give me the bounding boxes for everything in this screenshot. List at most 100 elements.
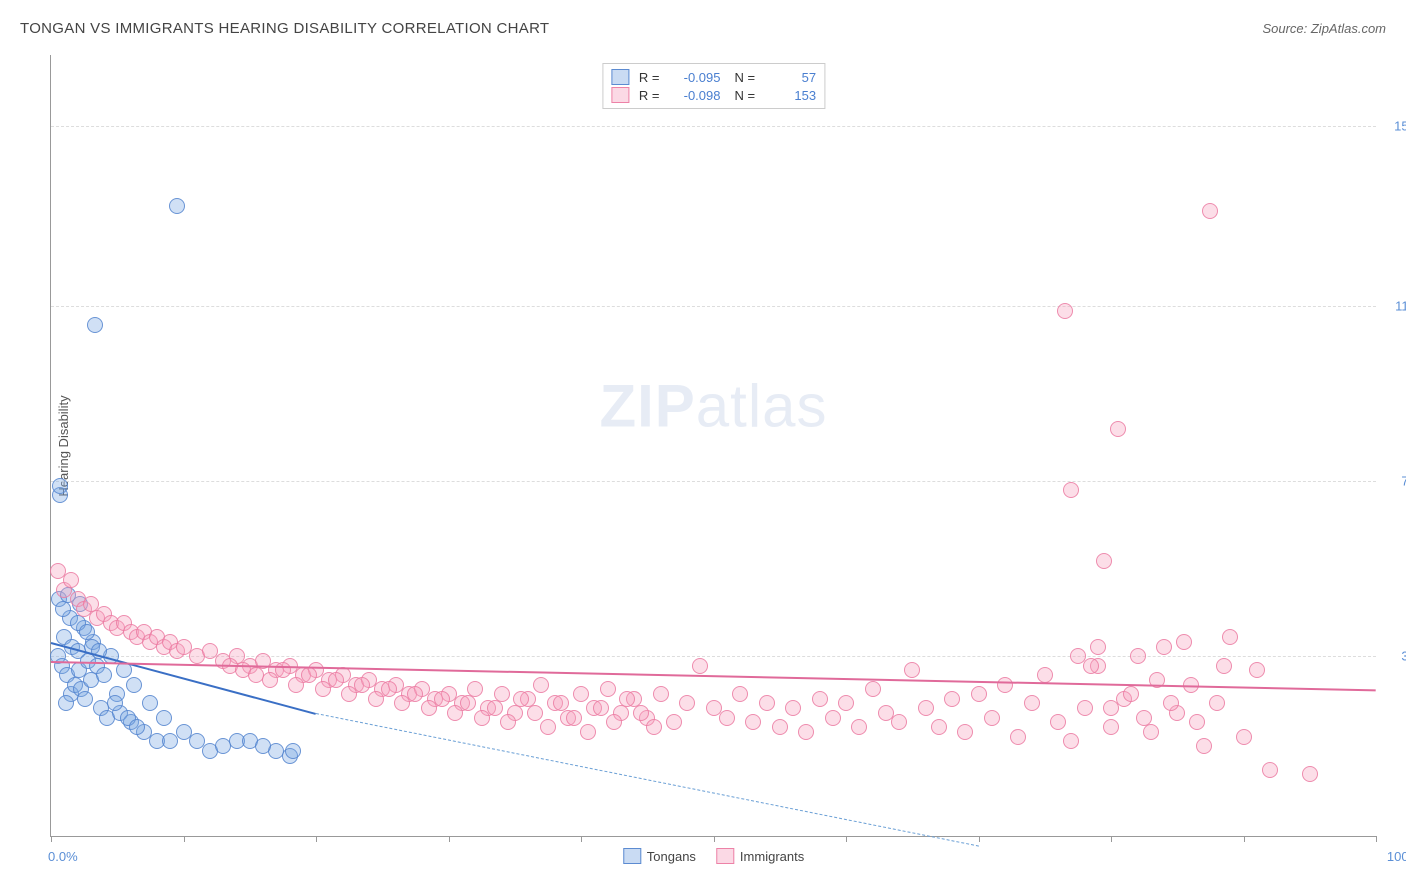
x-tick bbox=[449, 836, 450, 842]
data-point bbox=[533, 677, 549, 693]
data-point bbox=[1083, 658, 1099, 674]
data-point bbox=[58, 695, 74, 711]
data-point bbox=[619, 691, 635, 707]
data-point bbox=[96, 667, 112, 683]
legend-row-tongans: R = -0.095 N = 57 bbox=[611, 68, 816, 86]
data-point bbox=[1196, 738, 1212, 754]
data-point bbox=[1010, 729, 1026, 745]
data-point bbox=[719, 710, 735, 726]
data-point bbox=[1063, 733, 1079, 749]
data-point bbox=[666, 714, 682, 730]
data-point bbox=[381, 681, 397, 697]
data-point bbox=[1176, 634, 1192, 650]
data-point bbox=[732, 686, 748, 702]
data-point bbox=[1302, 766, 1318, 782]
data-point bbox=[77, 691, 93, 707]
data-point bbox=[1189, 714, 1205, 730]
y-tick-label: 11.2% bbox=[1395, 298, 1406, 313]
data-point bbox=[1050, 714, 1066, 730]
chart-title: TONGAN VS IMMIGRANTS HEARING DISABILITY … bbox=[20, 20, 549, 37]
data-point bbox=[1037, 667, 1053, 683]
x-axis-max-label: 100.0% bbox=[1387, 849, 1406, 864]
y-tick-label: 15.0% bbox=[1394, 119, 1406, 134]
data-point bbox=[301, 667, 317, 683]
data-point bbox=[434, 691, 450, 707]
data-point bbox=[1057, 303, 1073, 319]
data-point bbox=[255, 738, 271, 754]
data-point bbox=[52, 478, 68, 494]
legend-item-tongans: Tongans bbox=[623, 848, 696, 864]
data-point bbox=[997, 677, 1013, 693]
gridline bbox=[51, 126, 1376, 127]
data-point bbox=[354, 677, 370, 693]
trend-line-extension bbox=[316, 713, 979, 847]
data-point bbox=[798, 724, 814, 740]
data-point bbox=[1063, 482, 1079, 498]
y-tick-label: 7.5% bbox=[1401, 474, 1406, 489]
data-point bbox=[679, 695, 695, 711]
watermark: ZIPatlas bbox=[599, 372, 827, 441]
data-point bbox=[527, 705, 543, 721]
x-axis-min-label: 0.0% bbox=[48, 849, 78, 864]
data-point bbox=[407, 686, 423, 702]
x-tick bbox=[714, 836, 715, 842]
data-point bbox=[87, 317, 103, 333]
data-point bbox=[957, 724, 973, 740]
data-point bbox=[1096, 553, 1112, 569]
data-point bbox=[156, 710, 172, 726]
data-point bbox=[1090, 639, 1106, 655]
data-point bbox=[460, 695, 476, 711]
data-point bbox=[1130, 648, 1146, 664]
data-point bbox=[891, 714, 907, 730]
data-point bbox=[513, 691, 529, 707]
data-point bbox=[825, 710, 841, 726]
data-point bbox=[971, 686, 987, 702]
data-point bbox=[169, 198, 185, 214]
data-point bbox=[566, 710, 582, 726]
data-point bbox=[1163, 695, 1179, 711]
data-point bbox=[606, 714, 622, 730]
data-point bbox=[931, 719, 947, 735]
swatch-blue bbox=[623, 848, 641, 864]
data-point bbox=[785, 700, 801, 716]
data-point bbox=[1110, 421, 1126, 437]
data-point bbox=[1123, 686, 1139, 702]
data-point bbox=[1136, 710, 1152, 726]
data-point bbox=[1236, 729, 1252, 745]
data-point bbox=[129, 719, 145, 735]
data-point bbox=[984, 710, 1000, 726]
series-legend: Tongans Immigrants bbox=[623, 848, 804, 864]
data-point bbox=[142, 695, 158, 711]
data-point bbox=[275, 662, 291, 678]
data-point bbox=[944, 691, 960, 707]
swatch-pink bbox=[611, 87, 629, 103]
data-point bbox=[1143, 724, 1159, 740]
legend-item-immigrants: Immigrants bbox=[716, 848, 804, 864]
legend-row-immigrants: R = -0.098 N = 153 bbox=[611, 86, 816, 104]
gridline bbox=[51, 306, 1376, 307]
data-point bbox=[126, 677, 142, 693]
x-tick bbox=[1376, 836, 1377, 842]
x-tick bbox=[51, 836, 52, 842]
y-tick-label: 3.8% bbox=[1401, 649, 1406, 664]
data-point bbox=[328, 672, 344, 688]
data-point bbox=[918, 700, 934, 716]
data-point bbox=[540, 719, 556, 735]
data-point bbox=[745, 714, 761, 730]
data-point bbox=[1216, 658, 1232, 674]
data-point bbox=[1103, 719, 1119, 735]
data-point bbox=[55, 601, 71, 617]
data-point bbox=[573, 686, 589, 702]
correlation-legend: R = -0.095 N = 57 R = -0.098 N = 153 bbox=[602, 63, 825, 109]
x-tick bbox=[979, 836, 980, 842]
data-point bbox=[1209, 695, 1225, 711]
data-point bbox=[1024, 695, 1040, 711]
data-point bbox=[487, 700, 503, 716]
data-point bbox=[1077, 700, 1093, 716]
swatch-blue bbox=[611, 69, 629, 85]
swatch-pink bbox=[716, 848, 734, 864]
x-tick bbox=[1244, 836, 1245, 842]
data-point bbox=[1202, 203, 1218, 219]
data-point bbox=[63, 572, 79, 588]
data-point bbox=[215, 738, 231, 754]
